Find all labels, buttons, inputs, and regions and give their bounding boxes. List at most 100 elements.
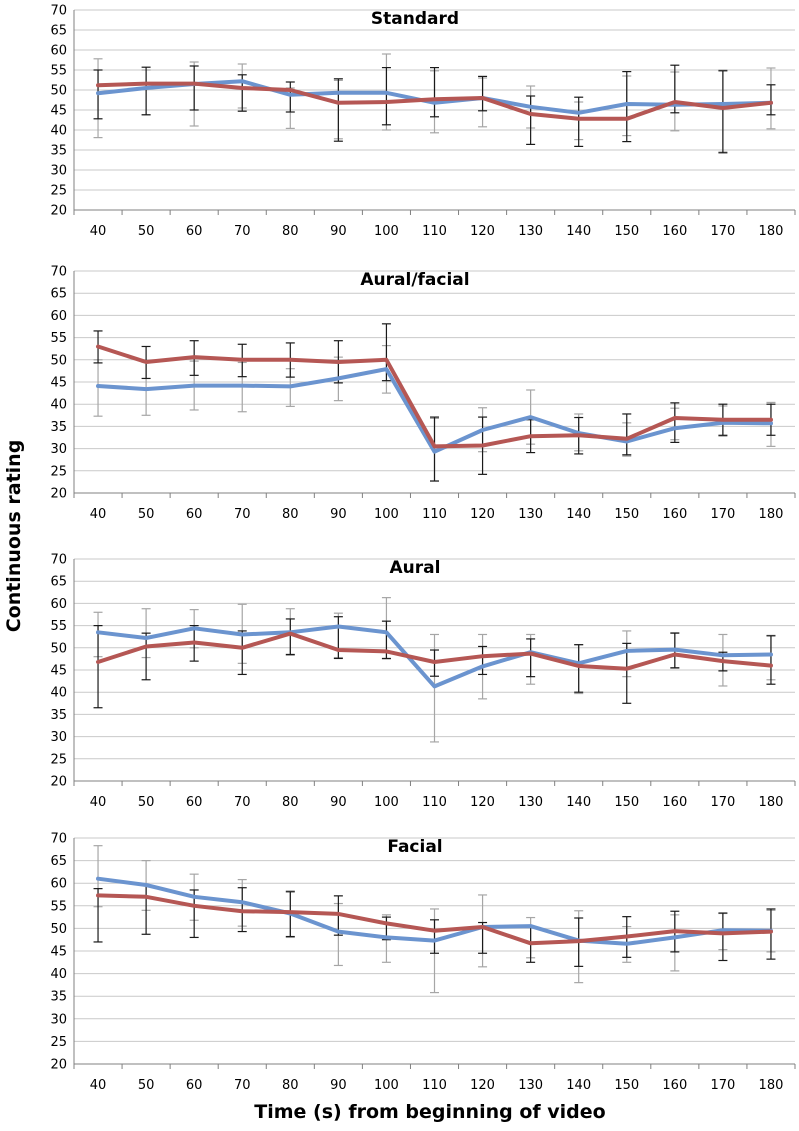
x-tick-label: 120 bbox=[470, 1078, 495, 1093]
chart-title: Aural/facial bbox=[360, 270, 469, 290]
y-tick-label: 60 bbox=[50, 44, 67, 59]
x-tick-label: 130 bbox=[518, 507, 543, 522]
y-tick-label: 70 bbox=[50, 4, 67, 19]
x-tick-label: 160 bbox=[662, 1078, 687, 1093]
series-line-blue bbox=[96, 624, 773, 689]
x-tick-label: 50 bbox=[138, 224, 155, 239]
y-tick-label: 60 bbox=[50, 309, 67, 324]
y-tick-label: 40 bbox=[50, 967, 67, 982]
x-tick-label: 140 bbox=[566, 795, 591, 810]
x-tick-label: 60 bbox=[186, 795, 203, 810]
x-tick-label: 40 bbox=[90, 795, 107, 810]
y-tick-label: 20 bbox=[50, 1058, 67, 1073]
y-tick-label: 55 bbox=[50, 331, 67, 346]
x-tick-label: 170 bbox=[710, 507, 735, 522]
x-tick-label: 100 bbox=[374, 795, 399, 810]
y-tick-label: 40 bbox=[50, 398, 67, 413]
chart-title: Standard bbox=[371, 9, 459, 29]
series-line-red bbox=[96, 344, 773, 449]
y-tick-label: 55 bbox=[50, 64, 67, 79]
x-tick-label: 110 bbox=[422, 224, 447, 239]
y-tick-label: 25 bbox=[50, 752, 67, 767]
x-tick-label: 120 bbox=[470, 795, 495, 810]
x-tick-label: 110 bbox=[422, 507, 447, 522]
y-tick-label: 20 bbox=[50, 775, 67, 790]
x-tick-label: 100 bbox=[374, 507, 399, 522]
y-tick-label: 45 bbox=[50, 104, 67, 119]
chart-title: Facial bbox=[387, 837, 442, 857]
y-tick-label: 60 bbox=[50, 877, 67, 892]
y-tick-label: 65 bbox=[50, 24, 67, 39]
series-line-blue bbox=[96, 367, 773, 454]
x-tick-label: 130 bbox=[518, 224, 543, 239]
x-tick-label: 90 bbox=[330, 224, 347, 239]
x-tick-label: 50 bbox=[138, 795, 155, 810]
x-tick-label: 40 bbox=[90, 1078, 107, 1093]
y-tick-label: 70 bbox=[50, 265, 67, 280]
x-tick-label: 150 bbox=[614, 795, 639, 810]
y-tick-label: 65 bbox=[50, 287, 67, 302]
x-tick-label: 110 bbox=[422, 1078, 447, 1093]
y-tick-label: 45 bbox=[50, 945, 67, 960]
x-tick-label: 150 bbox=[614, 224, 639, 239]
y-tick-label: 30 bbox=[50, 1012, 67, 1027]
x-tick-label: 130 bbox=[518, 1078, 543, 1093]
chart-panel-aural-facial: 20 25 30 35 40 45 50 55 60 65 70 40 50 60 70 80 90 100 110… bbox=[50, 265, 796, 522]
x-tick-label: 180 bbox=[759, 795, 784, 810]
x-tick-label: 90 bbox=[330, 795, 347, 810]
y-tick-label: 20 bbox=[50, 204, 67, 219]
chart-panel-aural: 20 25 30 35 40 45 50 55 60 65 70 40 50 60 70 80 90 100 110… bbox=[50, 553, 796, 810]
x-tick-label: 150 bbox=[614, 507, 639, 522]
y-tick-label: 40 bbox=[50, 686, 67, 701]
x-tick-label: 140 bbox=[566, 224, 591, 239]
y-tick-label: 30 bbox=[50, 730, 67, 745]
x-tick-label: 80 bbox=[282, 1078, 299, 1093]
x-tick-label: 120 bbox=[470, 224, 495, 239]
x-tick-label: 70 bbox=[234, 224, 251, 239]
y-tick-label: 65 bbox=[50, 575, 67, 590]
y-tick-label: 55 bbox=[50, 619, 67, 634]
y-tick-label: 30 bbox=[50, 164, 67, 179]
x-tick-label: 170 bbox=[710, 795, 735, 810]
y-tick-label: 35 bbox=[50, 708, 67, 723]
x-tick-label: 120 bbox=[470, 507, 495, 522]
x-tick-label: 70 bbox=[234, 1078, 251, 1093]
x-tick-label: 160 bbox=[662, 224, 687, 239]
series-line-red bbox=[96, 631, 773, 671]
x-tick-label: 80 bbox=[282, 795, 299, 810]
x-tick-label: 90 bbox=[330, 507, 347, 522]
x-tick-label: 60 bbox=[186, 1078, 203, 1093]
x-tick-label: 80 bbox=[282, 224, 299, 239]
chart-panel-facial: 20 25 30 35 40 45 50 55 60 65 70 40 50 60 70 80 90 100 110… bbox=[50, 832, 796, 1093]
series-line-red bbox=[96, 81, 773, 121]
y-tick-label: 70 bbox=[50, 553, 67, 568]
y-tick-label: 40 bbox=[50, 124, 67, 139]
x-tick-label: 90 bbox=[330, 1078, 347, 1093]
y-tick-label: 60 bbox=[50, 597, 67, 612]
y-tick-label: 55 bbox=[50, 899, 67, 914]
y-tick-label: 45 bbox=[50, 664, 67, 679]
y-tick-label: 50 bbox=[50, 353, 67, 368]
x-tick-label: 180 bbox=[759, 1078, 784, 1093]
y-tick-label: 70 bbox=[50, 832, 67, 847]
x-tick-label: 180 bbox=[759, 507, 784, 522]
y-tick-label: 35 bbox=[50, 144, 67, 159]
y-tick-label: 25 bbox=[50, 1035, 67, 1050]
y-tick-label: 50 bbox=[50, 84, 67, 99]
x-tick-label: 60 bbox=[186, 507, 203, 522]
x-tick-label: 40 bbox=[90, 224, 107, 239]
chart-panel-standard: 20 25 30 35 40 45 50 55 60 65 70 40 50 60 70 80 90 100 110… bbox=[50, 4, 796, 239]
x-tick-label: 60 bbox=[186, 224, 203, 239]
y-tick-label: 50 bbox=[50, 641, 67, 656]
chart-title: Aural bbox=[390, 558, 441, 578]
x-tick-label: 170 bbox=[710, 1078, 735, 1093]
y-axis-label: Continuous rating bbox=[3, 440, 25, 633]
series-line-red bbox=[96, 893, 773, 946]
x-tick-label: 50 bbox=[138, 507, 155, 522]
x-tick-label: 160 bbox=[662, 795, 687, 810]
x-tick-label: 140 bbox=[566, 507, 591, 522]
y-tick-label: 20 bbox=[50, 487, 67, 502]
x-tick-label: 110 bbox=[422, 795, 447, 810]
y-tick-label: 35 bbox=[50, 420, 67, 435]
